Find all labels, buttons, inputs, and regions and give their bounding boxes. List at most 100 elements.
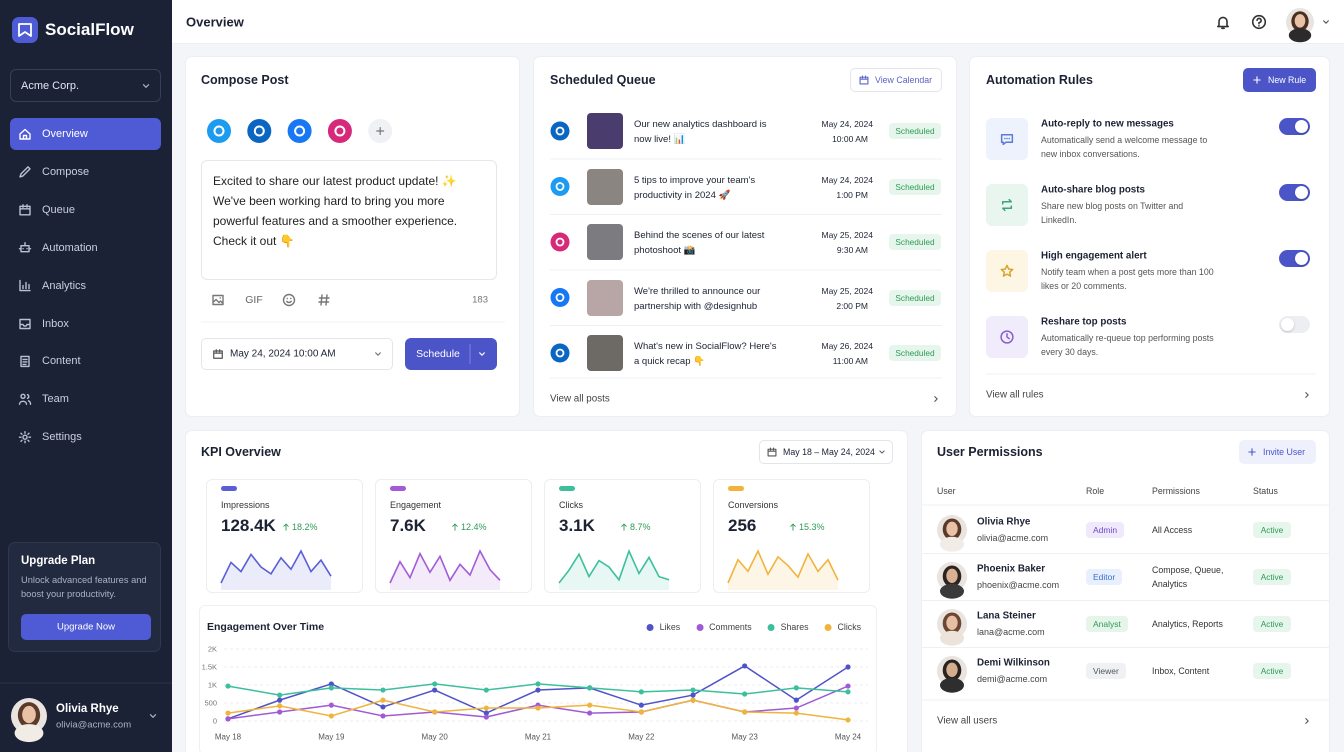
rule-title: Auto-share blog posts — [1041, 184, 1145, 196]
status-label: Scheduled — [895, 237, 935, 247]
x-tick-label: May 19 — [318, 732, 345, 742]
kpi-label: Conversions — [728, 500, 779, 510]
gif-button[interactable]: GIF — [245, 294, 263, 306]
permissions: Analytics, Reports — [1152, 619, 1223, 629]
legend-item: Comments — [696, 622, 752, 632]
kpi-card — [713, 479, 870, 593]
kpi-label: Clicks — [559, 500, 583, 510]
nav-item[interactable] — [10, 308, 161, 340]
date-range: May 18 – May 24, 2024 — [783, 447, 875, 457]
kpi-change: 8.7% — [630, 522, 651, 532]
view-calendar[interactable]: View Calendar — [875, 75, 933, 85]
legend-swatch — [767, 623, 775, 631]
user-row-name: Lana Steiner — [977, 610, 1036, 622]
post-date: May 25, 2024 — [821, 230, 873, 240]
post-preview: 5 tips to improve your team's productivi… — [634, 174, 756, 201]
nav-label: Team — [42, 393, 69, 406]
permissions: All Access — [1152, 525, 1193, 535]
role-pill: Admin — [1086, 522, 1125, 538]
post-time: 9:30 AM — [836, 245, 868, 255]
nav-label: Automation — [42, 241, 98, 254]
role-label: Editor — [1093, 572, 1116, 582]
kpi-value: 128.4K — [221, 516, 276, 535]
card — [969, 56, 1330, 417]
nav-active — [10, 118, 161, 150]
nav-item[interactable] — [10, 421, 161, 453]
view-all-users[interactable]: View all users — [937, 715, 998, 727]
post-thumbnail — [587, 335, 623, 371]
column-header: Status — [1253, 486, 1278, 496]
y-tick-label: 1.5K — [201, 662, 217, 672]
user-row-email: olivia@acme.com — [977, 533, 1049, 543]
status-label: Scheduled — [895, 126, 935, 136]
y-tick-label: 2K — [207, 644, 217, 654]
user-row-email: phoenix@acme.com — [977, 580, 1060, 590]
char-count: 183 — [472, 294, 488, 306]
legend-item: Clicks — [824, 622, 861, 632]
view-all-posts[interactable]: View all posts — [550, 393, 610, 405]
toggle[interactable] — [1279, 184, 1310, 201]
toggle-knob — [1295, 120, 1308, 133]
rule-icon — [986, 316, 1028, 358]
upgrade-text: Unlock advanced features and boost your … — [21, 575, 147, 599]
button[interactable] — [850, 68, 942, 92]
legend-label: Likes — [659, 622, 681, 632]
status-pill — [1253, 522, 1291, 538]
button[interactable] — [759, 440, 893, 464]
nav-item[interactable] — [10, 383, 161, 415]
card — [921, 430, 1330, 752]
nav-item[interactable] — [10, 345, 161, 377]
kpi-label: Impressions — [221, 500, 270, 510]
role-label: Viewer — [1093, 666, 1119, 676]
chart-panel — [199, 605, 877, 752]
invite-label: Invite User — [1263, 447, 1306, 457]
status-pill — [889, 345, 941, 361]
legend-label: Clicks — [837, 622, 861, 632]
view-all-rules[interactable]: View all rules — [986, 389, 1044, 401]
status-pill — [1253, 569, 1291, 585]
workspace-name: Acme Corp. — [21, 80, 80, 92]
role-pill: Editor — [1086, 569, 1123, 585]
role-pill: Viewer — [1086, 663, 1126, 679]
schedule-label: Schedule — [416, 348, 460, 360]
legend-item: Likes — [646, 622, 681, 632]
rule-description: Share new blog posts on Twitter and Link… — [1041, 201, 1184, 225]
kpi-change: 15.3% — [799, 522, 825, 532]
nav-label: Inbox — [42, 317, 69, 330]
toggle[interactable] — [1279, 118, 1310, 135]
toggle[interactable] — [1279, 316, 1310, 333]
user-row-email: lana@acme.com — [977, 627, 1045, 637]
post-time: 1:00 PM — [836, 189, 868, 200]
post-date: May 24, 2024 — [821, 174, 873, 185]
rule-title: Reshare top posts — [1041, 316, 1127, 328]
y-tick-label: 500 — [204, 698, 217, 708]
status-label: Scheduled — [895, 348, 935, 358]
card-title: Compose Post — [201, 73, 289, 87]
post-text: Excited to share our latest product upda… — [213, 174, 458, 248]
kpi-value: 256 — [728, 516, 757, 535]
legend-swatch — [824, 623, 832, 631]
upgrade-button[interactable] — [21, 614, 151, 640]
post-thumbnail — [587, 113, 623, 149]
role-label: Analyst — [1093, 619, 1121, 629]
status-pill — [889, 289, 941, 306]
page-title: Overview — [186, 14, 244, 30]
legend-swatch — [646, 623, 654, 631]
role-pill: Analyst — [1086, 616, 1128, 632]
button[interactable] — [201, 338, 393, 370]
post-editor[interactable] — [201, 160, 497, 280]
nav-item[interactable] — [10, 194, 161, 226]
rule-icon — [986, 118, 1028, 160]
x-tick-label: May 22 — [628, 732, 655, 742]
x-tick-label: May 24 — [834, 732, 862, 742]
kpi-value: 7.6K — [390, 516, 426, 535]
permissions: Compose, Queue, Analytics — [1152, 565, 1224, 589]
rule-description: Automatically send a welcome message to … — [1041, 135, 1208, 159]
toggle[interactable] — [1279, 250, 1310, 267]
kpi-change: 12.4% — [461, 522, 487, 532]
nav-label: Analytics — [42, 279, 87, 292]
workspace-select[interactable] — [10, 69, 161, 102]
status-pill — [1253, 616, 1291, 632]
kpi-card — [206, 479, 363, 593]
